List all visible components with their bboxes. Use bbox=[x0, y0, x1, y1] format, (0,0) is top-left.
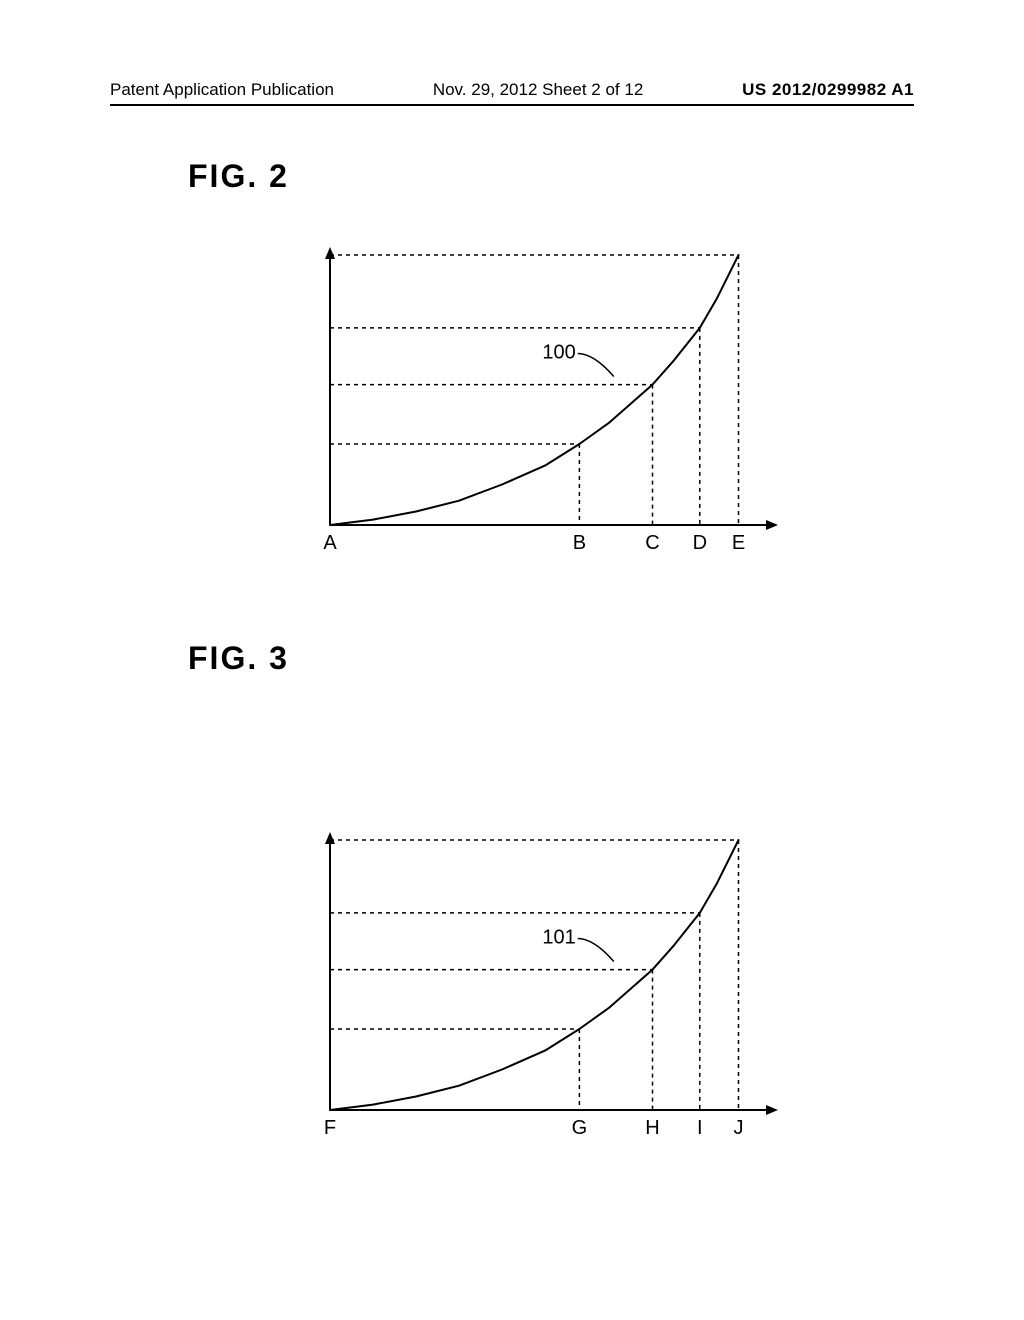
figure-2-label: FIG. 2 bbox=[188, 158, 289, 195]
svg-text:C: C bbox=[645, 532, 659, 554]
svg-text:G: G bbox=[572, 1117, 588, 1139]
svg-text:B: B bbox=[573, 532, 586, 554]
svg-text:D: D bbox=[693, 532, 707, 554]
svg-text:E: E bbox=[732, 532, 745, 554]
svg-text:100: 100 bbox=[542, 342, 575, 364]
figure-3-label: FIG. 3 bbox=[188, 640, 289, 677]
svg-text:I: I bbox=[697, 1117, 703, 1139]
header-patent-number: US 2012/0299982 A1 bbox=[742, 80, 914, 100]
header-publication: Patent Application Publication bbox=[110, 80, 334, 100]
svg-text:J: J bbox=[734, 1117, 744, 1139]
chart-svg-fig3: F G H I J 101 bbox=[320, 830, 780, 1150]
svg-text:H: H bbox=[645, 1117, 659, 1139]
svg-text:F: F bbox=[324, 1117, 336, 1139]
svg-text:101: 101 bbox=[542, 927, 575, 949]
figure-2-chart: A B C D E 100 bbox=[320, 245, 780, 565]
svg-text:A: A bbox=[323, 532, 337, 554]
figure-3-chart: F G H I J 101 bbox=[320, 830, 780, 1150]
chart-svg-fig2: A B C D E 100 bbox=[320, 245, 780, 565]
header-divider bbox=[110, 104, 914, 106]
page-header: Patent Application Publication Nov. 29, … bbox=[0, 80, 1024, 100]
header-sheet-info: Nov. 29, 2012 Sheet 2 of 12 bbox=[433, 80, 643, 100]
